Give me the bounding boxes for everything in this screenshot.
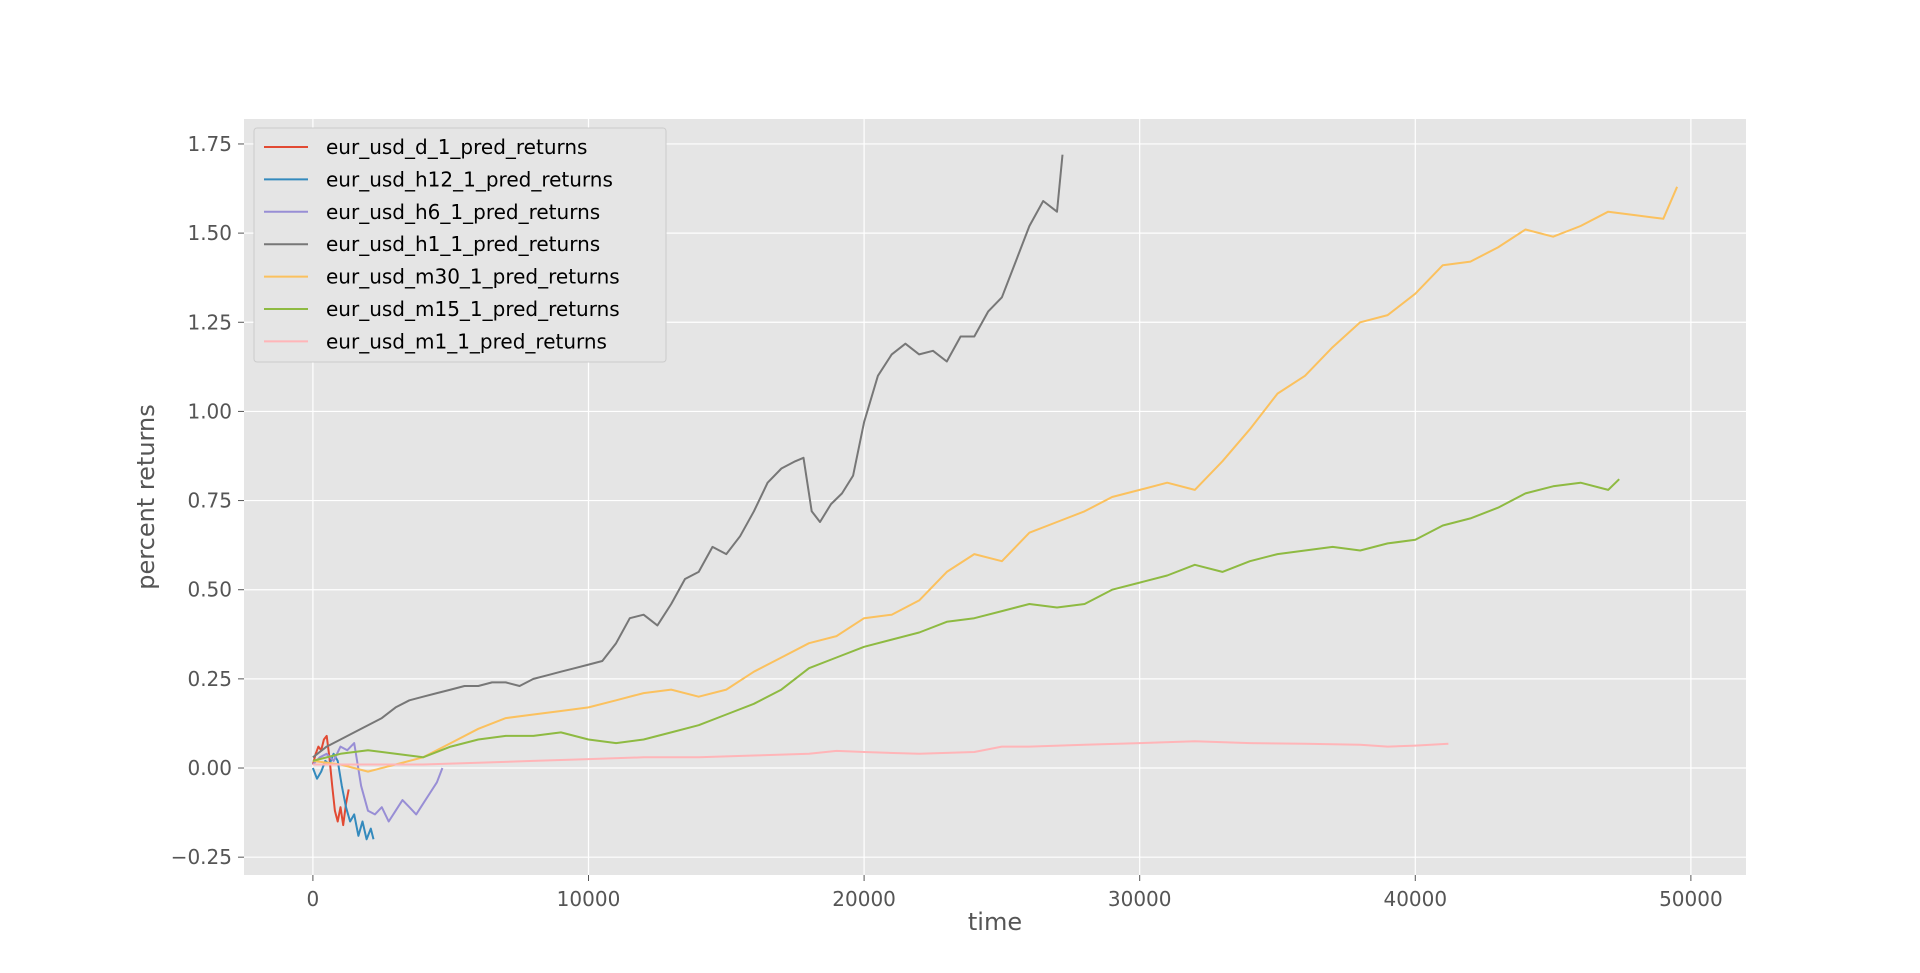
y-axis-label: percent returns [132,404,160,589]
legend-entry-label: eur_usd_m30_1_pred_returns [326,265,620,289]
y-tick-label: 0.75 [187,489,232,513]
y-tick-label: 1.50 [187,221,232,245]
x-tick-label: 50000 [1659,887,1723,911]
series-line-2 [311,752,375,841]
grid-lines [244,119,1746,875]
x-tick-label: 20000 [832,887,896,911]
series-line-7 [312,740,1449,766]
series-line-1 [311,734,350,827]
x-tick-label: 10000 [557,887,621,911]
y-tick-label: 0.50 [187,578,232,602]
legend-entry-label: eur_usd_m15_1_pred_returns [326,297,620,321]
x-tick-label: 0 [307,887,320,911]
y-axis-ticks: −0.25 0.00 0.25 0.50 0.75 1.00 1.25 1.50 1.75 [171,132,244,869]
legend-entry-label: eur_usd_m1_1_pred_returns [326,329,607,353]
x-axis-ticks: 0 10000 20000 30000 40000 50000 [307,875,1723,911]
series-line-6 [312,478,1620,762]
legend-entry-label: eur_usd_h1_1_pred_returns [326,232,600,256]
series-line-3 [312,742,444,823]
y-tick-label: −0.25 [171,845,232,869]
y-tick-label: 0.00 [187,756,232,780]
series-lines [311,154,1679,841]
y-tick-label: 0.25 [187,667,232,691]
y-tick-label: 1.75 [187,132,232,156]
legend-box [253,127,667,363]
series-line-5 [312,186,1679,773]
legend-entry-label: eur_usd_h6_1_pred_returns [326,200,600,224]
legend-entry-label: eur_usd_d_1_pred_returns [326,135,587,159]
y-tick-label: 1.25 [187,310,232,334]
series-line-4 [312,154,1064,759]
y-tick-label: 1.00 [187,399,232,423]
legend-entry-label: eur_usd_h12_1_pred_returns [326,167,613,191]
x-tick-label: 40000 [1383,887,1447,911]
x-tick-label: 30000 [1108,887,1172,911]
x-axis-label: time [968,908,1022,936]
legend: eur_usd_d_1_pred_returns eur_usd_h12_1_pr… [253,127,667,363]
